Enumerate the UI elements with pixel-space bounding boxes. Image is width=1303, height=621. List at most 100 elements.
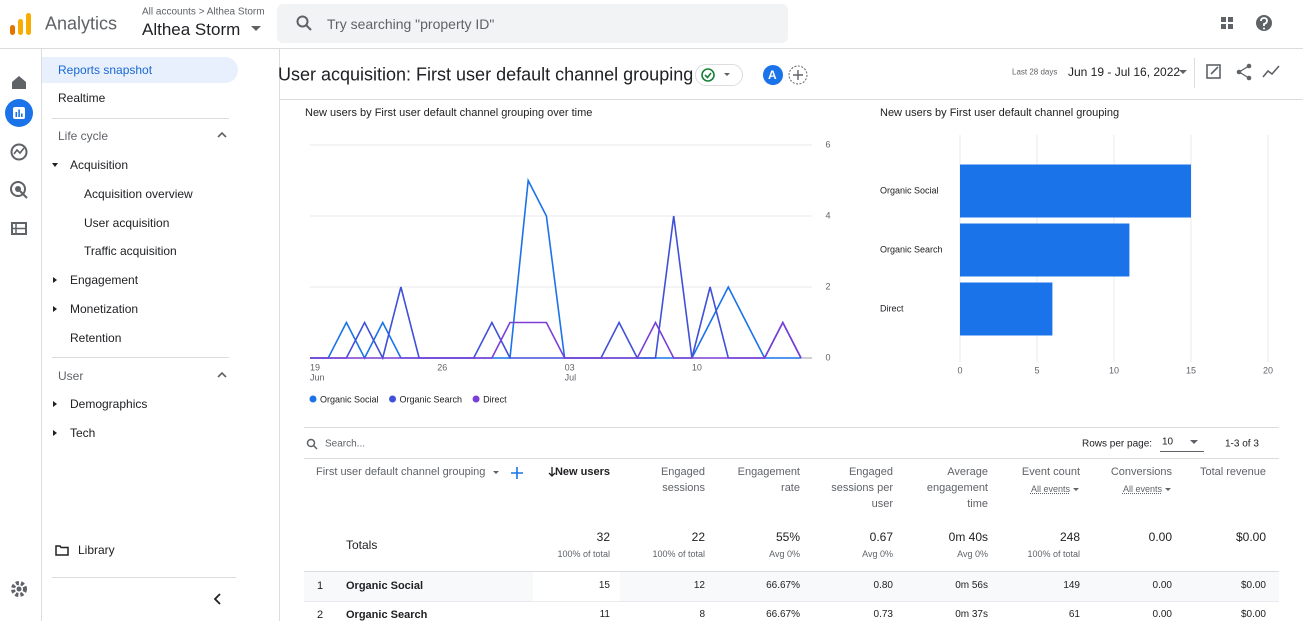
- row-bg-highlight: [533, 572, 620, 601]
- folder-icon: [55, 545, 69, 556]
- logo: [10, 13, 31, 35]
- left-rail[interactable]: [0, 49, 41, 621]
- dropdown-icon: [251, 26, 261, 31]
- nav-item[interactable]: Realtime: [58, 91, 106, 105]
- column-header[interactable]: Total revenue: [1199, 466, 1266, 478]
- toolbar-divider: [1194, 58, 1195, 88]
- row-value: 149: [1063, 580, 1080, 591]
- series-line: [310, 320, 802, 359]
- search-icon: [296, 15, 312, 31]
- x-tick-label: 20: [1263, 365, 1273, 375]
- bar: [960, 164, 1191, 218]
- column-header[interactable]: Engaged sessions per user: [831, 466, 893, 510]
- row-name[interactable]: Organic Search: [346, 609, 428, 621]
- table-divider: [304, 427, 1279, 428]
- collapse-nav-button[interactable]: [213, 593, 223, 605]
- nav-item[interactable]: Tech: [70, 426, 96, 440]
- nav-item[interactable]: User acquisition: [84, 216, 170, 230]
- collapse-icon: [217, 131, 227, 138]
- column-header[interactable]: New users: [554, 466, 610, 478]
- dropdown-icon: [1190, 440, 1198, 444]
- nav-item[interactable]: Reports snapshot: [58, 63, 153, 77]
- title-divider: [280, 99, 1303, 100]
- toolbar-actions[interactable]: [1205, 62, 1285, 82]
- chart-title: New users by First user default channel …: [880, 107, 1119, 119]
- nav-item[interactable]: Demographics: [70, 397, 148, 411]
- nav-item[interactable]: Traffic acquisition: [84, 244, 177, 258]
- avatar-letter: A: [768, 68, 777, 82]
- row-divider: [304, 571, 1279, 572]
- table-search-icon: [306, 438, 318, 450]
- expand-icon: [53, 430, 57, 436]
- totals-value: 0.67: [869, 530, 893, 544]
- column-header[interactable]: Engaged sessions: [660, 466, 705, 494]
- y-tick-label: Organic Search: [880, 244, 943, 254]
- column-header[interactable]: Engagement rate: [737, 466, 800, 494]
- legend-swatch: [472, 395, 480, 403]
- nav-item[interactable]: Acquisition: [70, 158, 129, 172]
- row-rank: 2: [317, 609, 324, 621]
- select-underline: [1160, 451, 1204, 452]
- legend-swatch: [309, 395, 317, 403]
- totals-value: 32: [596, 530, 610, 544]
- x-tick-label: 19: [310, 362, 320, 372]
- y-tick-label: 4: [825, 210, 830, 220]
- table-search[interactable]: Search...: [325, 438, 366, 450]
- breadcrumb[interactable]: All accounts > Althea Storm: [142, 6, 265, 18]
- row-value: 11: [599, 609, 610, 620]
- header-divider: [0, 48, 1303, 49]
- column-header[interactable]: Conversions: [1110, 466, 1172, 478]
- expand-icon: [53, 277, 57, 283]
- column-header[interactable]: First user default channel grouping: [316, 466, 486, 478]
- date-range[interactable]: Jun 19 - Jul 16, 2022: [1068, 65, 1181, 79]
- x-tick-label: 10: [692, 362, 702, 372]
- nav-item[interactable]: Monetization: [70, 302, 139, 316]
- y-tick-label: 0: [825, 352, 830, 362]
- nav-section[interactable]: Life cycle: [58, 129, 109, 143]
- column-actions[interactable]: [490, 465, 530, 481]
- x-tick-label: 5: [1034, 365, 1039, 375]
- row-rank: 1: [317, 580, 324, 592]
- header-actions[interactable]: [1220, 15, 1280, 33]
- comparison-controls[interactable]: [763, 64, 811, 86]
- property-selector[interactable]: Althea Storm: [142, 20, 241, 39]
- row-value: $0.00: [1240, 609, 1266, 620]
- column-header[interactable]: Event count: [1021, 466, 1080, 478]
- row-name[interactable]: Organic Social: [346, 580, 424, 592]
- x-tick-label: 26: [437, 362, 447, 372]
- nav-active-bg: [42, 57, 238, 83]
- column-sublabel[interactable]: All events: [1122, 484, 1162, 494]
- totals-note: Avg 0%: [862, 549, 893, 559]
- chart-title: New users by First user default channel …: [305, 107, 592, 119]
- rail-divider: [41, 49, 42, 621]
- row-value: 0.73: [873, 609, 893, 620]
- nav-section[interactable]: User: [58, 369, 84, 383]
- nav-item[interactable]: Retention: [70, 331, 122, 345]
- row-value: 0m 56s: [955, 580, 988, 591]
- dropdown-icon: [1165, 488, 1171, 491]
- nav-item[interactable]: Engagement: [70, 273, 139, 287]
- collapse-icon: [217, 371, 227, 378]
- nav-divider: [52, 577, 236, 578]
- row-value: 0.80: [873, 580, 893, 591]
- status-chip[interactable]: [695, 64, 743, 86]
- expand-icon: [53, 306, 57, 312]
- nav-divider: [52, 357, 229, 358]
- column-sublabel[interactable]: All events: [1030, 484, 1070, 494]
- product-name: Analytics: [45, 13, 118, 34]
- nav-item[interactable]: Library: [78, 543, 115, 557]
- column-header[interactable]: Average engagement time: [926, 466, 988, 510]
- search-bar[interactable]: [277, 4, 788, 43]
- series-line: [310, 177, 801, 360]
- x-tick-label: 10: [1109, 365, 1119, 375]
- x-tick-label: 0: [957, 365, 962, 375]
- row-value: 66.67%: [766, 580, 800, 591]
- rows-per-page[interactable]: 10: [1162, 436, 1174, 448]
- search-placeholder: Try searching "property ID": [327, 16, 495, 32]
- y-tick-label: Direct: [880, 303, 904, 313]
- table-divider: [304, 458, 1279, 459]
- row-value: 15: [598, 580, 610, 591]
- nav-item[interactable]: Acquisition overview: [84, 187, 193, 201]
- legend-label: Direct: [483, 394, 507, 404]
